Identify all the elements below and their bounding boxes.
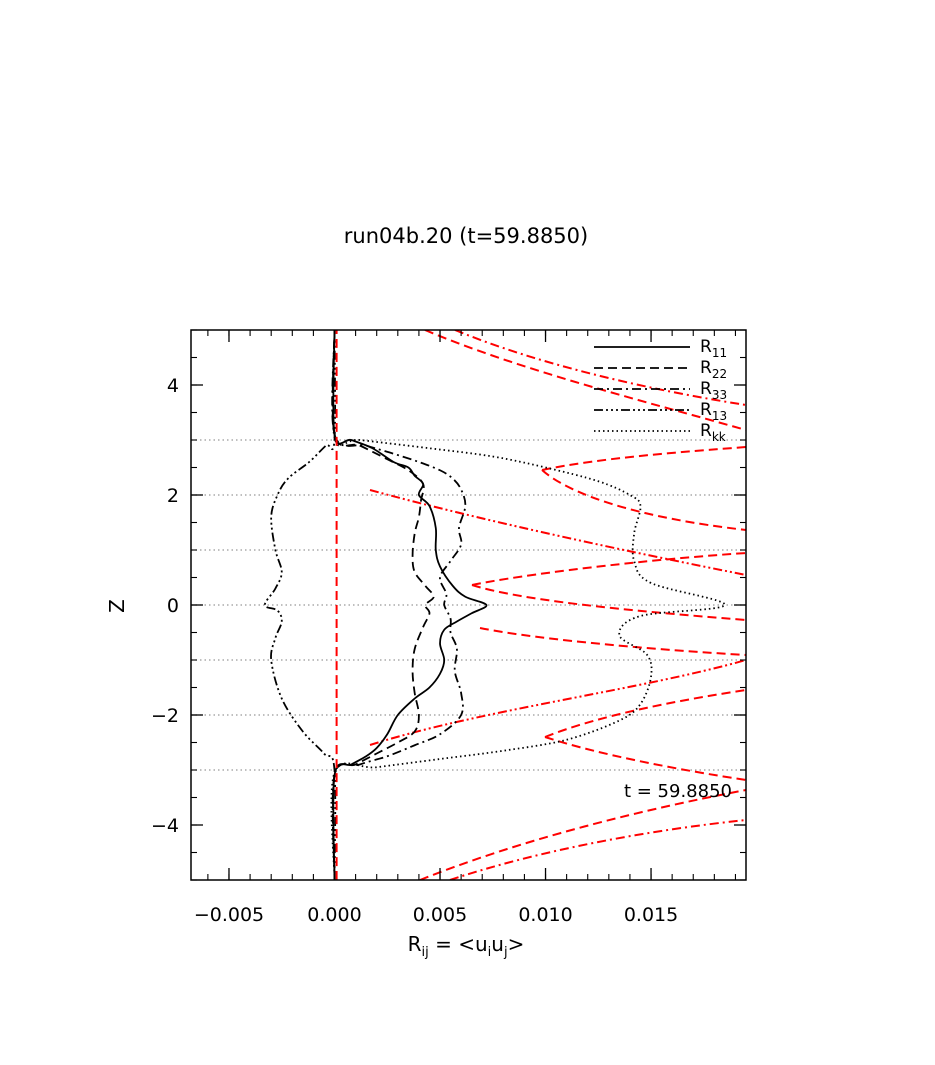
red-curve [471,552,746,586]
red-curve [544,736,746,781]
y-tick-label: −2 [151,705,179,727]
x-tick-label: 0.010 [518,904,572,926]
legend-label: R11 [700,337,727,360]
series-group [263,330,726,880]
y-axis-label: Z [105,599,129,613]
chart-title: run04b.20 (t=59.8850) [344,224,588,248]
red-curve [369,489,746,576]
y-tick-label: 0 [167,595,179,617]
legend-label: R33 [700,379,727,402]
axis-ticks: −0.005 0.000 0.005 0.010 0.015 −4 −2 0 2 4 [151,329,746,926]
series-line-11 [332,330,488,880]
time-annotation: t = 59.8850 [624,781,732,802]
red-curve [449,819,746,880]
x-tick-label: 0.000 [307,904,361,926]
red-curve [479,627,746,656]
y-tick-label: −4 [151,815,179,837]
legend-label: R22 [700,358,727,381]
y-tick-label: 2 [167,485,179,507]
series-line-13 [263,330,337,880]
y-tick-label: 4 [167,375,179,397]
red-curve [471,584,746,621]
red-background-curves [369,330,746,880]
x-axis-label: Rij = <uiuj> [408,932,525,960]
gridlines [191,439,746,771]
series-line-22 [331,330,435,880]
x-tick-label: 0.005 [413,904,467,926]
series-line-33 [331,330,467,880]
red-curve [369,659,746,746]
legend-label: R13 [700,400,727,423]
x-tick-label: 0.015 [624,904,678,926]
red-curve [544,689,746,738]
x-tick-label: −0.005 [194,904,264,926]
red-curve [419,789,746,880]
red-curve [424,330,746,431]
legend-label: Rkk [700,421,726,444]
red-curve [541,469,746,531]
red-curve [541,446,746,471]
